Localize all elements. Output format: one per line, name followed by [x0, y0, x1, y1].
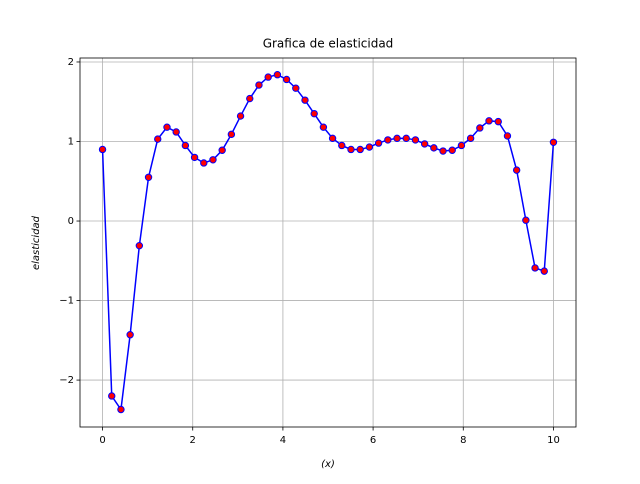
- y-tick-label: −2: [59, 375, 74, 386]
- plot-frame: [79, 57, 577, 428]
- x-axis-label: (x): [321, 459, 335, 470]
- x-tick-label: 4: [280, 435, 286, 446]
- point: [393, 134, 401, 143]
- point: [503, 132, 512, 140]
- x-tick-label: 6: [370, 435, 376, 446]
- point: [374, 139, 383, 147]
- point: [328, 134, 337, 143]
- point: [98, 145, 107, 154]
- point: [108, 392, 116, 400]
- point: [310, 109, 318, 118]
- line: [101, 73, 555, 412]
- point: [163, 123, 171, 131]
- point: [439, 147, 447, 155]
- point: [347, 145, 355, 154]
- point: [531, 264, 539, 272]
- x-tick-label: 2: [190, 435, 196, 446]
- point: [218, 146, 226, 154]
- point: [227, 130, 236, 139]
- chart-title: Grafica de elasticidad: [263, 37, 394, 51]
- point: [273, 71, 282, 79]
- point: [144, 173, 153, 181]
- point: [190, 153, 199, 162]
- point: [485, 117, 493, 125]
- point: [282, 75, 291, 84]
- point: [494, 117, 502, 126]
- y-tick-label: −1: [59, 296, 74, 307]
- point: [154, 135, 162, 143]
- point: [172, 128, 180, 136]
- point: [200, 159, 208, 167]
- point: [411, 136, 420, 144]
- point: [126, 331, 134, 339]
- point: [246, 94, 254, 103]
- point: [117, 405, 125, 414]
- point: [402, 134, 410, 143]
- point: [448, 146, 456, 154]
- point: [319, 123, 328, 131]
- point: [255, 81, 263, 89]
- point: [540, 267, 548, 275]
- point: [338, 141, 346, 150]
- point: [420, 140, 429, 148]
- point: [181, 141, 190, 150]
- point: [512, 166, 521, 174]
- point: [236, 112, 245, 120]
- point: [522, 216, 530, 224]
- y-axis-label: elasticidad: [31, 215, 42, 270]
- point: [430, 144, 438, 152]
- point: [476, 124, 484, 132]
- y-tick-label: 0: [68, 216, 74, 227]
- x-tick-label: 8: [460, 435, 466, 446]
- point: [135, 241, 144, 250]
- x-tick-label: 0: [99, 435, 105, 446]
- point: [264, 73, 272, 81]
- y-tick-label: 2: [68, 57, 74, 68]
- point: [292, 84, 300, 92]
- point: [549, 138, 558, 146]
- point: [384, 136, 392, 144]
- point: [301, 96, 309, 104]
- point: [365, 143, 374, 151]
- point: [209, 156, 217, 164]
- point: [356, 145, 364, 154]
- point: [466, 134, 475, 143]
- point: [457, 141, 466, 150]
- x-tick-label: 10: [547, 435, 560, 446]
- y-tick-label: 1: [68, 137, 74, 148]
